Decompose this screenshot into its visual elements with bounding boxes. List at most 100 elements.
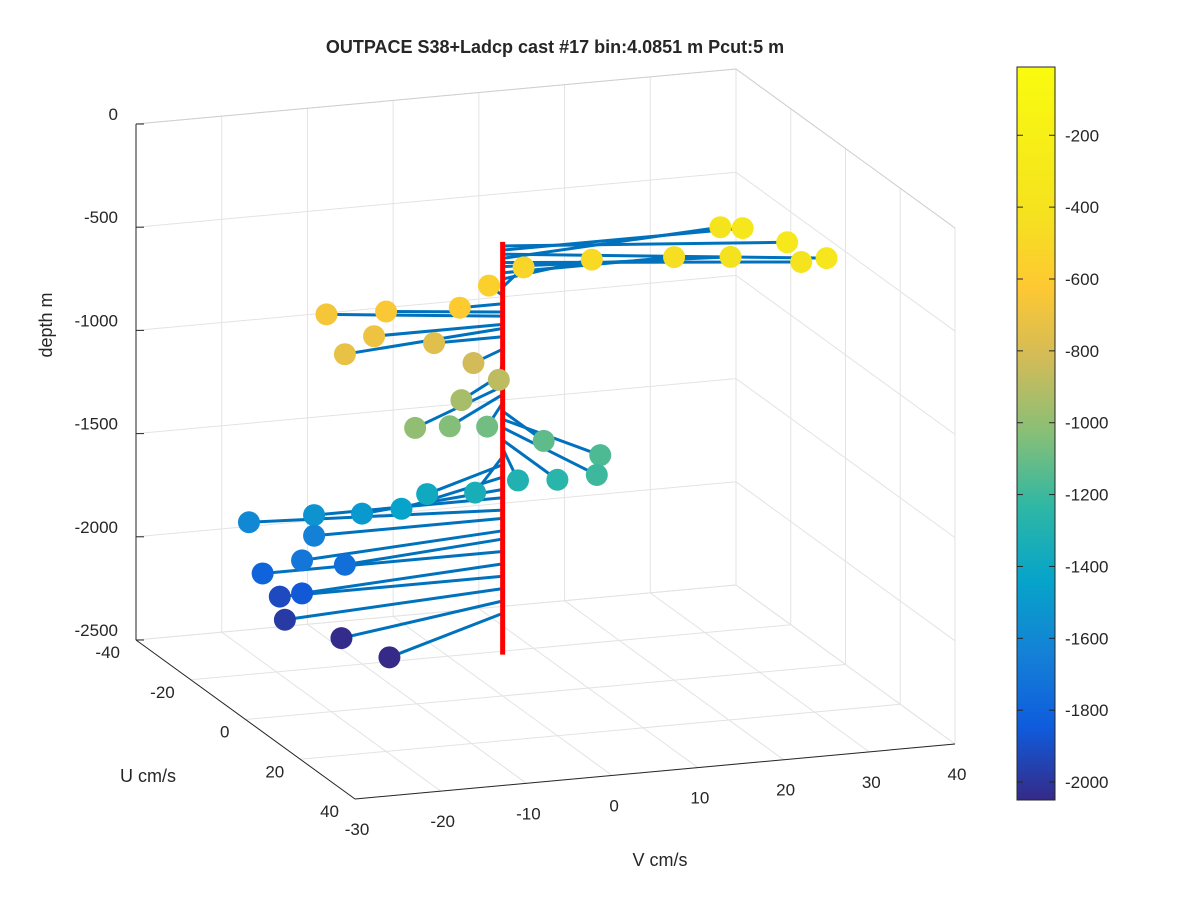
data-point bbox=[731, 217, 754, 240]
y-axis-label: U cm/s bbox=[120, 766, 176, 786]
side-wall-grid-line bbox=[735, 584, 956, 745]
depth-tick-label: -1500 bbox=[75, 415, 118, 434]
data-point bbox=[378, 646, 401, 669]
back-wall-grid-line bbox=[135, 584, 737, 641]
side-wall-grid-line bbox=[735, 481, 956, 642]
depth-tick-label: 0 bbox=[109, 105, 118, 124]
v-tick-label: 0 bbox=[609, 796, 618, 815]
depth-tick-label: -500 bbox=[84, 208, 118, 227]
data-point bbox=[351, 502, 374, 525]
data-point bbox=[464, 481, 487, 504]
box-edge bbox=[735, 68, 956, 229]
floor-grid-line bbox=[300, 703, 901, 760]
data-point bbox=[333, 343, 356, 366]
data-point bbox=[416, 483, 439, 506]
velocity-vector bbox=[344, 537, 503, 567]
depth-tick-label: -2500 bbox=[75, 621, 118, 640]
data-point bbox=[585, 463, 608, 486]
v-tick-label: 30 bbox=[862, 773, 881, 792]
data-point bbox=[237, 511, 260, 534]
data-point bbox=[363, 325, 386, 348]
data-point bbox=[589, 444, 612, 467]
data-point bbox=[423, 332, 446, 355]
v-tick-label: 40 bbox=[948, 765, 967, 784]
data-point bbox=[506, 469, 529, 492]
data-point bbox=[303, 524, 326, 547]
velocity-vector bbox=[433, 335, 503, 345]
velocity-vector bbox=[279, 574, 503, 599]
velocity-vector bbox=[502, 260, 802, 264]
data-point bbox=[330, 627, 353, 650]
u-tick-label: 40 bbox=[320, 802, 339, 821]
velocity-vector bbox=[502, 225, 721, 260]
data-point bbox=[375, 300, 398, 323]
velocity-vector bbox=[301, 562, 503, 595]
data-point bbox=[390, 497, 413, 520]
data-point bbox=[291, 549, 314, 572]
data-point bbox=[448, 296, 471, 319]
colorbar-tick-label: -600 bbox=[1065, 270, 1099, 289]
v-tick-label: 10 bbox=[690, 789, 709, 808]
colorbar-tick-label: -200 bbox=[1065, 126, 1099, 145]
x-axis-label: V cm/s bbox=[632, 850, 687, 870]
velocity-vector bbox=[326, 312, 503, 318]
colorbar-tick-label: -400 bbox=[1065, 198, 1099, 217]
velocity-vector bbox=[284, 587, 503, 622]
colorbar-tick-label: -1800 bbox=[1065, 701, 1108, 720]
back-wall-grid-line bbox=[135, 274, 737, 331]
side-wall-grid-line bbox=[735, 378, 956, 539]
box-edge bbox=[135, 68, 737, 125]
colorbar-tick-label: -1000 bbox=[1065, 414, 1108, 433]
v-tick-label: 20 bbox=[776, 781, 795, 800]
velocity-vector bbox=[386, 310, 503, 314]
data-point bbox=[663, 246, 686, 269]
velocity-vector bbox=[502, 226, 743, 252]
colorbar: -200 -400 -600 -800 -1000 -1200 -1400 -1600 -180… bbox=[1016, 66, 1108, 801]
data-point bbox=[580, 248, 603, 271]
back-wall-grid-line bbox=[135, 378, 737, 435]
data-point bbox=[719, 245, 742, 268]
tick-labels: -2500 -2000 -1500 -1000 -500 0 -40 -20 0 20 40 -30 -… bbox=[75, 105, 967, 839]
data-point bbox=[546, 468, 569, 491]
v-axis-line bbox=[354, 743, 956, 800]
velocity-vector bbox=[313, 516, 503, 538]
velocity-vector bbox=[501, 438, 559, 481]
velocity-vector bbox=[501, 426, 598, 477]
data-point bbox=[790, 250, 813, 273]
velocity-vector bbox=[341, 599, 503, 640]
data-point bbox=[476, 415, 499, 438]
data-point bbox=[450, 389, 473, 412]
data-point bbox=[462, 352, 485, 375]
u-tick-label: 0 bbox=[220, 723, 229, 742]
axes-box bbox=[135, 68, 956, 800]
colorbar-ticks: -200 -400 -600 -800 -1000 -1200 -1400 -1600 -180… bbox=[1017, 126, 1108, 792]
u-tick-label: 20 bbox=[265, 762, 284, 781]
side-wall-grid-line bbox=[735, 274, 956, 435]
data-point bbox=[532, 429, 555, 452]
data-point bbox=[438, 415, 461, 438]
u-axis-line bbox=[135, 639, 356, 800]
data-point bbox=[477, 274, 500, 297]
v-tick-label: -30 bbox=[345, 820, 370, 839]
u-tick-label: -20 bbox=[150, 683, 175, 702]
velocity-vector bbox=[248, 508, 503, 524]
data-point bbox=[776, 231, 799, 254]
depth-tick-label: -2000 bbox=[75, 518, 118, 537]
v-tick-label: -20 bbox=[430, 812, 455, 831]
colorbar-gradient bbox=[1016, 66, 1056, 801]
data-point bbox=[487, 368, 510, 391]
data-point bbox=[709, 216, 732, 239]
depth-tick-label: -1000 bbox=[75, 311, 118, 330]
colorbar-tick-label: -1600 bbox=[1065, 629, 1108, 648]
velocity-vector bbox=[301, 529, 503, 562]
velocity-vector bbox=[373, 322, 503, 338]
velocity-vector bbox=[426, 463, 504, 496]
data-point bbox=[273, 608, 296, 631]
side-wall-grid-line bbox=[735, 171, 956, 332]
chart-title: OUTPACE S38+Ladcp cast #17 bin:4.0851 m … bbox=[326, 37, 784, 57]
data-point bbox=[251, 562, 274, 585]
v-tick-label: -10 bbox=[516, 804, 541, 823]
velocity-vector bbox=[388, 611, 504, 659]
data-point bbox=[815, 247, 838, 270]
